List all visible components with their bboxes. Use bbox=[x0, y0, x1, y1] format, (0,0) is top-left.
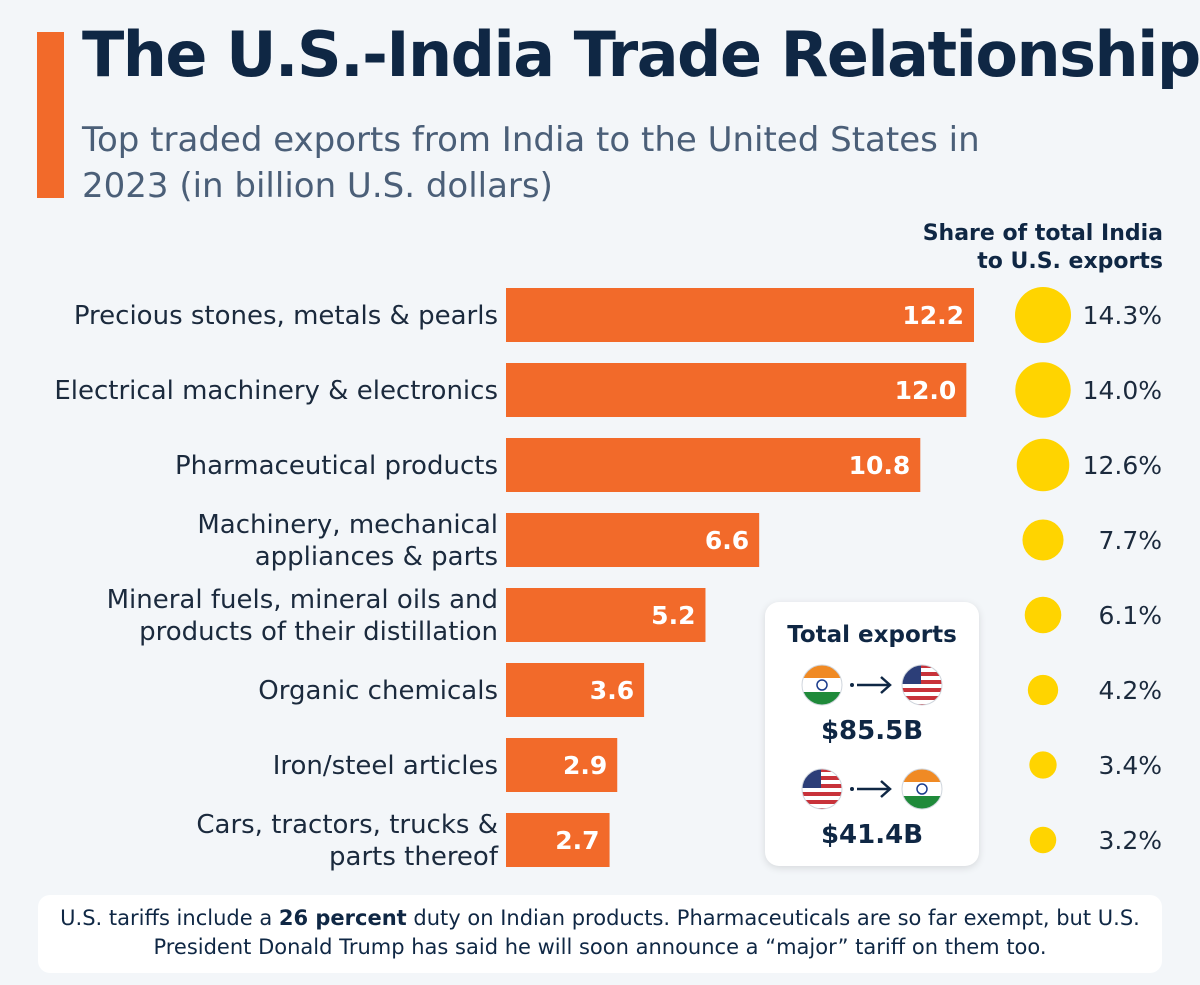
footnote-text-pre: U.S. tariffs include a bbox=[60, 906, 279, 930]
share-column-header: Share of total India to U.S. exports bbox=[923, 220, 1163, 276]
us-to-india-amount: $41.4B bbox=[820, 820, 924, 850]
share-header-line-1: Share of total India bbox=[922, 221, 1163, 246]
us-flag-icon bbox=[801, 768, 843, 810]
bar-value-label: 10.8 bbox=[849, 451, 911, 480]
bar-value-label: 2.7 bbox=[555, 826, 599, 855]
footnote-text-post: duty on Indian products. Pharmaceuticals… bbox=[153, 906, 1140, 959]
share-label: 6.1% bbox=[1098, 601, 1162, 630]
india-flag-icon bbox=[801, 664, 843, 706]
category-label: Mineral fuels, mineral oils and bbox=[107, 585, 498, 615]
bar-value-label: 12.2 bbox=[902, 301, 964, 330]
share-bubble bbox=[1029, 751, 1057, 779]
footnote-highlight: 26 percent bbox=[278, 906, 407, 930]
category-label: parts thereof bbox=[329, 842, 499, 872]
bar-value-label: 2.9 bbox=[563, 751, 607, 780]
share-label: 4.2% bbox=[1098, 676, 1162, 705]
accent-bar bbox=[37, 32, 64, 198]
share-header-line-2: to U.S. exports bbox=[977, 249, 1163, 274]
share-bubble bbox=[1016, 438, 1070, 492]
arrow-right-icon bbox=[850, 676, 892, 694]
share-bubble bbox=[1015, 362, 1071, 418]
share-label: 14.0% bbox=[1083, 376, 1162, 405]
india-to-us-amount: $85.5B bbox=[820, 716, 924, 746]
bar-value-label: 6.6 bbox=[705, 526, 749, 555]
arrow-right-icon bbox=[850, 780, 892, 798]
bar bbox=[506, 363, 967, 417]
category-label: Precious stones, metals & pearls bbox=[74, 301, 498, 331]
india-flag-icon bbox=[901, 768, 943, 810]
chart-title: The U.S.-India Trade Relationship bbox=[82, 18, 1200, 91]
bar-value-label: 3.6 bbox=[590, 676, 634, 705]
total-exports-title: Total exports bbox=[787, 622, 957, 648]
share-bubble bbox=[1015, 287, 1071, 343]
bar bbox=[506, 438, 921, 492]
us-flag-icon bbox=[901, 664, 943, 706]
category-label: Organic chemicals bbox=[258, 676, 498, 706]
category-label: products of their distillation bbox=[139, 617, 498, 647]
share-label: 12.6% bbox=[1083, 451, 1162, 480]
bar bbox=[506, 588, 706, 642]
india-to-us-flow bbox=[801, 664, 943, 706]
share-bubble bbox=[1027, 674, 1059, 706]
chart-subtitle: Top traded exports from India to the Uni… bbox=[82, 120, 980, 206]
bar bbox=[506, 663, 645, 717]
share-bubble bbox=[1029, 826, 1057, 854]
footnote: U.S. tariffs include a 26 percent duty o… bbox=[38, 895, 1162, 973]
category-label: Machinery, mechanical bbox=[197, 510, 498, 540]
share-label: 3.4% bbox=[1098, 751, 1162, 780]
bar bbox=[506, 288, 974, 342]
us-to-india-flow bbox=[801, 768, 943, 810]
share-label: 7.7% bbox=[1098, 526, 1162, 555]
category-label: appliances & parts bbox=[255, 542, 498, 572]
category-label: Iron/steel articles bbox=[273, 751, 498, 781]
share-label: 14.3% bbox=[1083, 301, 1162, 330]
share-label: 3.2% bbox=[1098, 826, 1162, 855]
bar bbox=[506, 738, 618, 792]
bar-value-label: 12.0 bbox=[895, 376, 957, 405]
bar bbox=[506, 813, 610, 867]
share-bubble bbox=[1022, 519, 1064, 561]
share-bubble bbox=[1024, 596, 1062, 634]
total-exports-box: Total exports bbox=[765, 602, 979, 866]
category-label: Electrical machinery & electronics bbox=[54, 376, 498, 406]
bar-value-label: 5.2 bbox=[651, 601, 695, 630]
category-label: Cars, tractors, trucks & bbox=[196, 810, 498, 840]
bar bbox=[506, 513, 760, 567]
category-label: Pharmaceutical products bbox=[175, 451, 498, 481]
